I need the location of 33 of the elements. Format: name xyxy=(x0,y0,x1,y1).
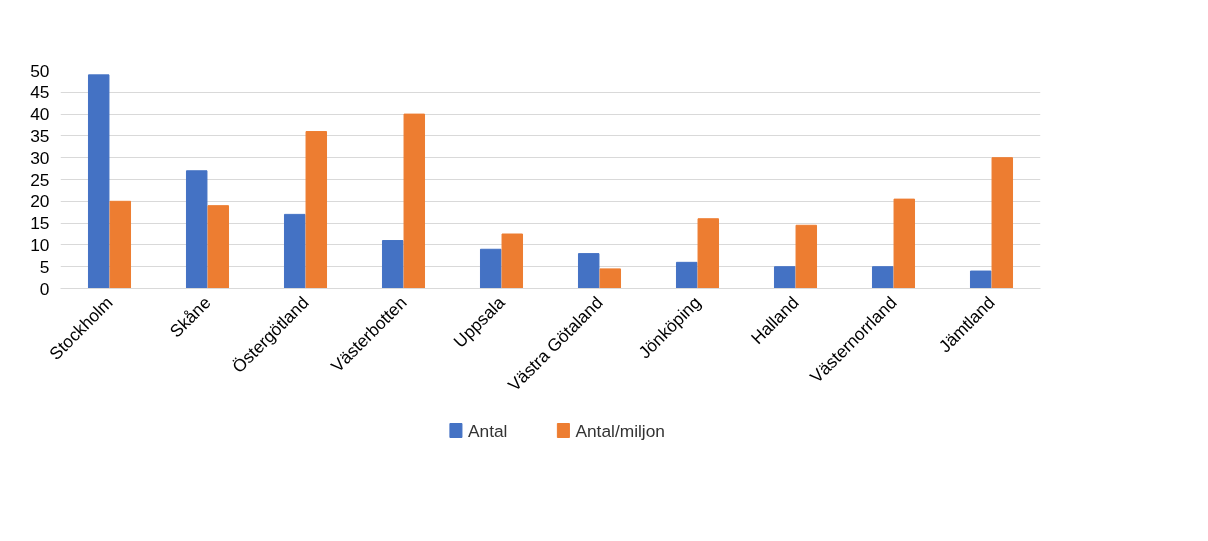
bar xyxy=(773,266,796,289)
bar xyxy=(599,268,622,289)
legend-label: Antal/miljon xyxy=(575,420,666,441)
bar xyxy=(479,248,502,289)
y-tick-label: 10 xyxy=(30,234,50,255)
y-tick-label: 45 xyxy=(30,82,50,103)
bar xyxy=(577,253,600,289)
bar xyxy=(991,157,1014,289)
bar xyxy=(675,261,698,289)
y-tick-label: 35 xyxy=(30,125,50,146)
bar xyxy=(871,266,894,289)
y-tick-label: 5 xyxy=(39,256,50,277)
y-tick-label: 0 xyxy=(39,278,50,299)
bar xyxy=(381,240,404,289)
bar xyxy=(109,200,132,289)
bar xyxy=(697,218,720,289)
bar xyxy=(207,205,230,289)
y-tick-label: 30 xyxy=(30,147,50,168)
bar xyxy=(893,198,916,289)
bar xyxy=(283,213,306,289)
y-tick-label: 20 xyxy=(30,191,50,212)
legend-label: Antal xyxy=(467,420,508,441)
bar xyxy=(969,270,992,289)
bar xyxy=(795,224,818,289)
bar xyxy=(501,233,524,289)
y-tick-label: 50 xyxy=(30,60,50,81)
bar xyxy=(87,74,110,289)
y-tick-label: 15 xyxy=(30,213,50,234)
bar xyxy=(403,113,426,289)
y-tick-label: 40 xyxy=(30,104,50,125)
y-tick-label: 25 xyxy=(30,169,50,190)
bar xyxy=(185,170,208,289)
bar xyxy=(305,131,328,289)
